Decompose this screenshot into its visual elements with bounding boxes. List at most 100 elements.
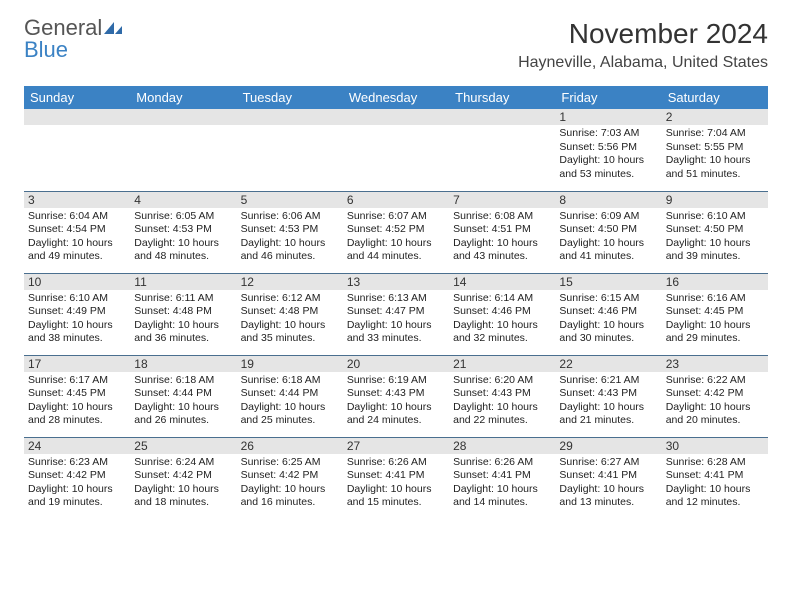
daylight-text: Daylight: 10 hours and 19 minutes. bbox=[28, 483, 126, 510]
calendar-cell: 2 Sunrise: 7:04 AMSunset: 5:55 PMDaylight… bbox=[662, 109, 768, 191]
daylight-text: Daylight: 10 hours and 16 minutes. bbox=[241, 483, 339, 510]
calendar-cell: 12Sunrise: 6:12 AMSunset: 4:48 PMDayligh… bbox=[237, 273, 343, 355]
day-info: Sunrise: 6:14 AMSunset: 4:46 PMDaylight:… bbox=[453, 292, 551, 347]
sunrise-text: Sunrise: 6:04 AM bbox=[28, 210, 126, 224]
calendar-row: 3Sunrise: 6:04 AMSunset: 4:54 PMDaylight… bbox=[24, 191, 768, 273]
sunset-text: Sunset: 4:41 PM bbox=[559, 469, 657, 483]
day-number: 2 bbox=[662, 109, 768, 125]
sunrise-text: Sunrise: 6:26 AM bbox=[453, 456, 551, 470]
calendar-cell: 16Sunrise: 6:16 AMSunset: 4:45 PMDayligh… bbox=[662, 273, 768, 355]
calendar-header-row: SundayMondayTuesdayWednesdayThursdayFrid… bbox=[24, 86, 768, 109]
day-info: Sunrise: 6:12 AMSunset: 4:48 PMDaylight:… bbox=[241, 292, 339, 347]
day-header: Thursday bbox=[449, 86, 555, 109]
daylight-text: Daylight: 10 hours and 53 minutes. bbox=[559, 154, 657, 181]
sunrise-text: Sunrise: 6:22 AM bbox=[666, 374, 764, 388]
sunset-text: Sunset: 4:51 PM bbox=[453, 223, 551, 237]
sunset-text: Sunset: 4:53 PM bbox=[241, 223, 339, 237]
daylight-text: Daylight: 10 hours and 41 minutes. bbox=[559, 237, 657, 264]
calendar-cell: 3 Sunrise: 6:04 AMSunset: 4:54 PMDaylight… bbox=[24, 191, 130, 273]
day-number: 25 bbox=[130, 438, 236, 454]
day-number: 4 bbox=[130, 192, 236, 208]
calendar-cell: 5Sunrise: 6:06 AMSunset: 4:53 PMDaylight… bbox=[237, 191, 343, 273]
calendar-cell: 27Sunrise: 6:26 AMSunset: 4:41 PMDayligh… bbox=[343, 437, 449, 519]
sunrise-text: Sunrise: 6:28 AM bbox=[666, 456, 764, 470]
day-info: Sunrise: 6:22 AMSunset: 4:42 PMDaylight:… bbox=[666, 374, 764, 429]
sunset-text: Sunset: 4:41 PM bbox=[453, 469, 551, 483]
calendar-cell: 23Sunrise: 6:22 AMSunset: 4:42 PMDayligh… bbox=[662, 355, 768, 437]
calendar-row: 1Sunrise: 7:03 AMSunset: 5:56 PMDaylight… bbox=[24, 109, 768, 191]
day-header: Tuesday bbox=[237, 86, 343, 109]
sunrise-text: Sunrise: 6:25 AM bbox=[241, 456, 339, 470]
calendar-cell: 9Sunrise: 6:10 AMSunset: 4:50 PMDaylight… bbox=[662, 191, 768, 273]
day-number: 3 bbox=[24, 192, 130, 208]
day-info: Sunrise: 6:25 AMSunset: 4:42 PMDaylight:… bbox=[241, 456, 339, 511]
sunset-text: Sunset: 4:41 PM bbox=[666, 469, 764, 483]
calendar-cell: 10Sunrise: 6:10 AMSunset: 4:49 PMDayligh… bbox=[24, 273, 130, 355]
month-title: November 2024 bbox=[518, 18, 768, 50]
calendar-body: 1Sunrise: 7:03 AMSunset: 5:56 PMDaylight… bbox=[24, 109, 768, 519]
day-info: Sunrise: 6:17 AMSunset: 4:45 PMDaylight:… bbox=[28, 374, 126, 429]
calendar-cell: 25Sunrise: 6:24 AMSunset: 4:42 PMDayligh… bbox=[130, 437, 236, 519]
day-number: 8 bbox=[555, 192, 661, 208]
daylight-text: Daylight: 10 hours and 48 minutes. bbox=[134, 237, 232, 264]
daylight-text: Daylight: 10 hours and 32 minutes. bbox=[453, 319, 551, 346]
sunset-text: Sunset: 4:42 PM bbox=[241, 469, 339, 483]
sunset-text: Sunset: 5:55 PM bbox=[666, 141, 764, 155]
sunset-text: Sunset: 4:48 PM bbox=[241, 305, 339, 319]
calendar-cell bbox=[130, 109, 236, 191]
calendar-cell: 13Sunrise: 6:13 AMSunset: 4:47 PMDayligh… bbox=[343, 273, 449, 355]
calendar-table: SundayMondayTuesdayWednesdayThursdayFrid… bbox=[24, 86, 768, 519]
daylight-text: Daylight: 10 hours and 15 minutes. bbox=[347, 483, 445, 510]
daylight-text: Daylight: 10 hours and 33 minutes. bbox=[347, 319, 445, 346]
logo-sail-icon bbox=[102, 19, 124, 40]
day-info: Sunrise: 6:07 AMSunset: 4:52 PMDaylight:… bbox=[347, 210, 445, 265]
day-number: 10 bbox=[24, 274, 130, 290]
daylight-text: Daylight: 10 hours and 44 minutes. bbox=[347, 237, 445, 264]
calendar-cell: 11Sunrise: 6:11 AMSunset: 4:48 PMDayligh… bbox=[130, 273, 236, 355]
day-number: 21 bbox=[449, 356, 555, 372]
day-number bbox=[237, 109, 343, 125]
day-number: 15 bbox=[555, 274, 661, 290]
day-info: Sunrise: 6:21 AMSunset: 4:43 PMDaylight:… bbox=[559, 374, 657, 429]
sunset-text: Sunset: 4:54 PM bbox=[28, 223, 126, 237]
day-number: 20 bbox=[343, 356, 449, 372]
day-header: Monday bbox=[130, 86, 236, 109]
calendar-cell: 14Sunrise: 6:14 AMSunset: 4:46 PMDayligh… bbox=[449, 273, 555, 355]
sunset-text: Sunset: 4:42 PM bbox=[666, 387, 764, 401]
day-info: Sunrise: 6:04 AMSunset: 4:54 PMDaylight:… bbox=[28, 210, 126, 265]
day-info: Sunrise: 6:13 AMSunset: 4:47 PMDaylight:… bbox=[347, 292, 445, 347]
day-info: Sunrise: 7:04 AMSunset: 5:55 PMDaylight:… bbox=[666, 127, 764, 182]
day-number: 11 bbox=[130, 274, 236, 290]
daylight-text: Daylight: 10 hours and 46 minutes. bbox=[241, 237, 339, 264]
day-info: Sunrise: 6:15 AMSunset: 4:46 PMDaylight:… bbox=[559, 292, 657, 347]
day-number: 24 bbox=[24, 438, 130, 454]
daylight-text: Daylight: 10 hours and 36 minutes. bbox=[134, 319, 232, 346]
sunset-text: Sunset: 4:52 PM bbox=[347, 223, 445, 237]
sunset-text: Sunset: 4:42 PM bbox=[28, 469, 126, 483]
sunset-text: Sunset: 4:46 PM bbox=[559, 305, 657, 319]
daylight-text: Daylight: 10 hours and 25 minutes. bbox=[241, 401, 339, 428]
day-header: Friday bbox=[555, 86, 661, 109]
day-header: Wednesday bbox=[343, 86, 449, 109]
day-number: 26 bbox=[237, 438, 343, 454]
day-number: 5 bbox=[237, 192, 343, 208]
calendar-cell bbox=[343, 109, 449, 191]
sunrise-text: Sunrise: 6:17 AM bbox=[28, 374, 126, 388]
sunrise-text: Sunrise: 7:04 AM bbox=[666, 127, 764, 141]
day-number: 6 bbox=[343, 192, 449, 208]
day-info: Sunrise: 6:16 AMSunset: 4:45 PMDaylight:… bbox=[666, 292, 764, 347]
sunrise-text: Sunrise: 6:26 AM bbox=[347, 456, 445, 470]
calendar-cell bbox=[24, 109, 130, 191]
sunrise-text: Sunrise: 6:09 AM bbox=[559, 210, 657, 224]
calendar-cell: 19Sunrise: 6:18 AMSunset: 4:44 PMDayligh… bbox=[237, 355, 343, 437]
sunrise-text: Sunrise: 6:21 AM bbox=[559, 374, 657, 388]
sunrise-text: Sunrise: 6:19 AM bbox=[347, 374, 445, 388]
daylight-text: Daylight: 10 hours and 28 minutes. bbox=[28, 401, 126, 428]
sunset-text: Sunset: 4:45 PM bbox=[666, 305, 764, 319]
sunrise-text: Sunrise: 6:16 AM bbox=[666, 292, 764, 306]
sunset-text: Sunset: 4:50 PM bbox=[559, 223, 657, 237]
daylight-text: Daylight: 10 hours and 24 minutes. bbox=[347, 401, 445, 428]
daylight-text: Daylight: 10 hours and 38 minutes. bbox=[28, 319, 126, 346]
day-header: Saturday bbox=[662, 86, 768, 109]
day-info: Sunrise: 6:08 AMSunset: 4:51 PMDaylight:… bbox=[453, 210, 551, 265]
